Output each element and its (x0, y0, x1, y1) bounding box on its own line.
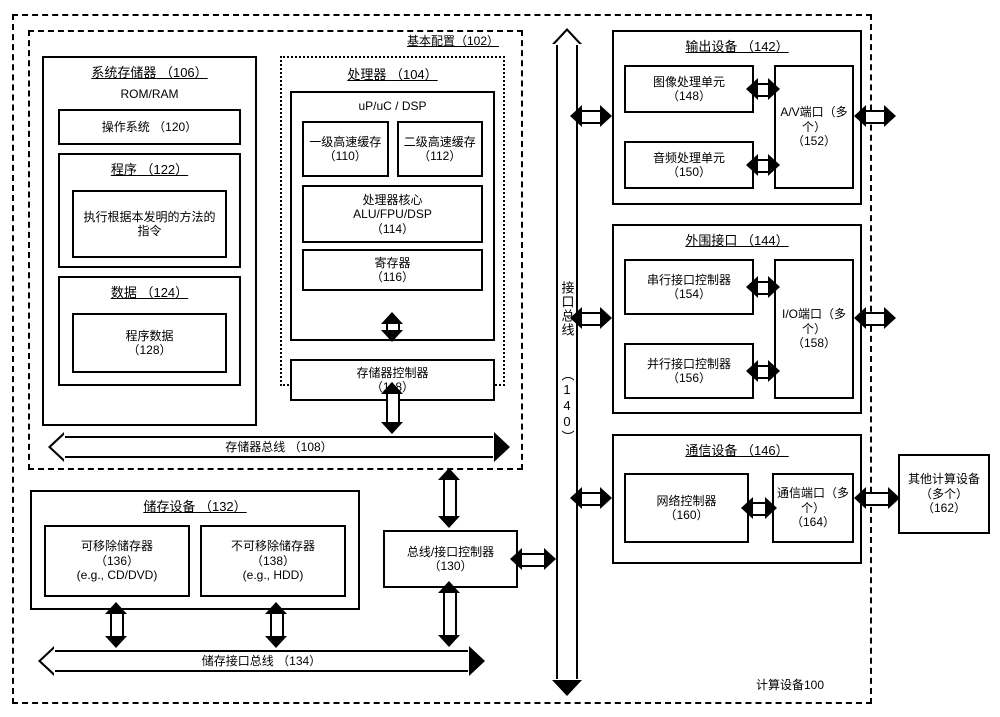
program-box: 程序 （122） 执行根据本发明的方法的指令 (58, 153, 241, 268)
arrow-comm-other (866, 492, 888, 506)
serial-ctl-box: 串行接口控制器（154） (624, 259, 754, 315)
image-proc-box: 图像处理单元（148） (624, 65, 754, 113)
program-body-box: 执行根据本发明的方法的指令 (72, 190, 227, 258)
storage-box: 储存设备 （132） 可移除储存器 （136） (e.g., CD/DVD) 不… (30, 490, 360, 610)
sysmem-sub: ROM/RAM (44, 87, 255, 101)
computing-device-name: 计算设备 (756, 678, 804, 692)
arrow-parallel-io (758, 365, 768, 379)
processor-title: 处理器 （104） (290, 60, 495, 87)
storage-title: 储存设备 （132） (32, 492, 358, 519)
av-port-box: A/V端口（多个）（152） (774, 65, 854, 189)
computing-device-id: 100 (804, 678, 824, 692)
basic-config-label: 基本配置（102） (388, 34, 518, 48)
parallel-ctl-box: 并行接口控制器（156） (624, 343, 754, 399)
other-devices-box: 其他计算设备（多个）（162） (898, 454, 990, 534)
comm-device-box: 通信设备 （146） 网络控制器（160） 通信端口（多个）（164） (612, 434, 862, 564)
processor-inner-wrap: 处理器 （104） uP/uC / DSP 一级高速缓存（110） 二级高速缓存… (290, 60, 495, 401)
removable-storage-box: 可移除储存器 （136） (e.g., CD/DVD) (44, 525, 190, 597)
arrow-output-ext (866, 110, 884, 124)
comm-port-box: 通信端口（多个）（164） (772, 473, 854, 543)
arrow-ifbus-periph (582, 312, 600, 326)
processor-core-box: uP/uC / DSP 一级高速缓存（110） 二级高速缓存（112） 处理器核… (290, 91, 495, 341)
arrow-ifbus-comm (582, 492, 600, 506)
system-memory-box: 系统存储器 （106） ROM/RAM 操作系统 （120） 程序 （122） … (42, 56, 257, 426)
register-box: 寄存器（116） (302, 249, 483, 291)
l2-cache-box: 二级高速缓存（112） (397, 121, 484, 177)
arrow-memctl-membus (386, 394, 400, 422)
sysmem-title: 系统存储器 （106） (44, 58, 255, 85)
program-data-box: 程序数据 （128） (72, 313, 227, 373)
arrow-audproc-av (758, 159, 768, 173)
interface-bus-arrow: 接口总线 （140） (556, 44, 578, 680)
arrow-proc-memctl (386, 324, 400, 330)
bus-interface-controller-box: 总线/接口控制器（130） (383, 530, 518, 588)
arrow-rem-storbus (110, 614, 124, 636)
alu-box: 处理器核心 ALU/FPU/DSP （114） (302, 185, 483, 243)
output-device-box: 输出设备 （142） 图像处理单元（148） 音频处理单元（150） A/V端口… (612, 30, 862, 205)
arrow-busctl-right (522, 553, 544, 567)
computing-device-label: 计算设备100 (720, 678, 860, 692)
storage-bus-arrow: 储存接口总线 （134） (54, 650, 469, 672)
l1-cache-box: 一级高速缓存（110） (302, 121, 389, 177)
peripheral-box: 外围接口 （144） 串行接口控制器（154） 并行接口控制器（156） I/O… (612, 224, 862, 414)
arrow-nonrem-storbus (270, 614, 284, 636)
arrow-netctl-commport (753, 502, 765, 516)
audio-proc-box: 音频处理单元（150） (624, 141, 754, 189)
arrow-imgproc-av (758, 83, 768, 97)
nonremovable-storage-box: 不可移除储存器 （138） (e.g., HDD) (200, 525, 346, 597)
arrow-busctl-up (443, 480, 457, 516)
memory-bus-arrow: 存储器总线 （108） (64, 436, 494, 458)
arrow-periph-ext (866, 312, 884, 326)
io-port-box: I/O端口（多个）（158） (774, 259, 854, 399)
data-box: 数据 （124） 程序数据 （128） (58, 276, 241, 386)
os-box: 操作系统 （120） (58, 109, 241, 145)
net-controller-box: 网络控制器（160） (624, 473, 749, 543)
arrow-ifbus-output (582, 110, 600, 124)
arrow-serial-io (758, 281, 768, 295)
arrow-busctl-down (443, 593, 457, 635)
